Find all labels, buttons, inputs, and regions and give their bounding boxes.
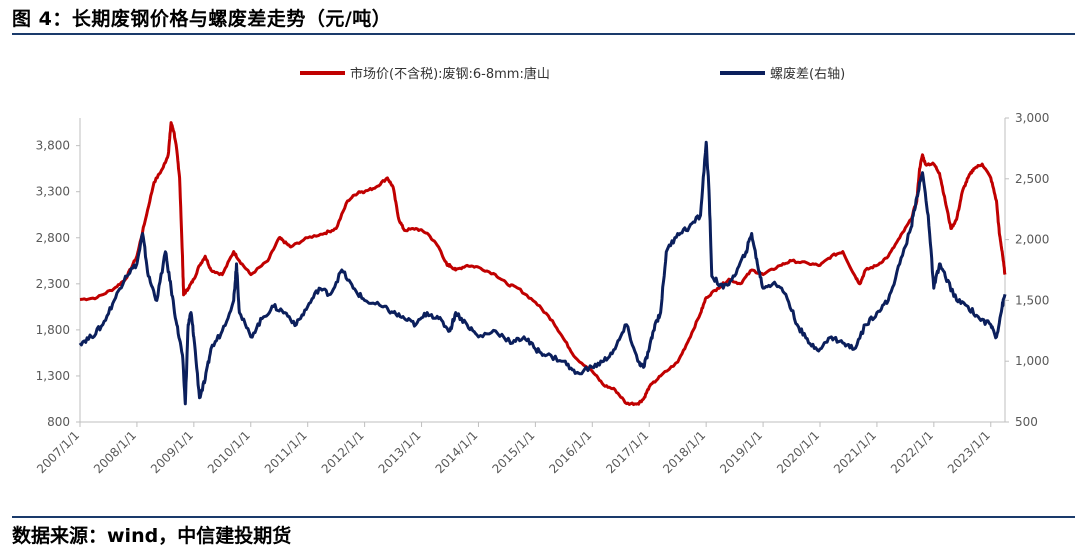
x-tick-label: 2021/1/1: [831, 428, 879, 476]
right-tick-label: 500: [1015, 415, 1038, 429]
right-tick-label: 1,000: [1015, 354, 1049, 368]
chart-title: 图 4：长期废钢价格与螺废差走势（元/吨）: [12, 8, 392, 30]
left-tick-label: 2,800: [36, 231, 70, 245]
x-tick-label: 2022/1/1: [888, 428, 936, 476]
left-tick-label: 2,300: [36, 277, 70, 291]
source-note: 数据来源：wind，中信建投期货: [12, 525, 292, 547]
x-tick-label: 2012/1/1: [319, 428, 367, 476]
legend-label-2: 螺废差(右轴): [770, 66, 845, 82]
right-tick-label: 2,000: [1015, 233, 1049, 247]
x-tick-label: 2023/1/1: [945, 428, 993, 476]
x-tick-label: 2010/1/1: [205, 428, 253, 476]
chart-area: 市场价(不含税):废钢:6-8mm:唐山 螺废差(右轴) 800 1,300 1,8…: [34, 66, 1049, 476]
x-tick-label: 2014/1/1: [433, 428, 481, 476]
right-tick-label: 3,000: [1015, 111, 1049, 125]
x-tick-label: 2016/1/1: [546, 428, 594, 476]
series-layer: [78, 121, 1007, 407]
x-tick-label: 2008/1/1: [91, 428, 139, 476]
left-tick-label: 1,300: [36, 369, 70, 383]
left-tick-label: 1,800: [36, 323, 70, 337]
left-tick-label: 3,800: [36, 139, 70, 153]
bottom-rule: [12, 516, 1075, 518]
x-tick-label: 2019/1/1: [717, 428, 765, 476]
series-line-spread: [78, 140, 1007, 406]
series-line-scrap-price: [79, 121, 1007, 407]
x-tick-label: 2011/1/1: [262, 428, 310, 476]
left-tick-label: 800: [47, 415, 70, 429]
top-rule: [12, 33, 1075, 35]
x-tick-label: 2017/1/1: [603, 428, 651, 476]
right-tick-label: 1,500: [1015, 293, 1049, 307]
legend-label-1: 市场价(不含税):废钢:6-8mm:唐山: [350, 66, 550, 82]
right-tick-label: 2,500: [1015, 172, 1049, 186]
x-tick-label: 2007/1/1: [34, 428, 82, 476]
legend: 市场价(不含税):废钢:6-8mm:唐山 螺废差(右轴): [300, 66, 845, 82]
x-tick-label: 2015/1/1: [489, 428, 537, 476]
left-tick-label: 3,300: [36, 185, 70, 199]
x-tick-label: 2018/1/1: [660, 428, 708, 476]
x-tick-label: 2009/1/1: [148, 428, 196, 476]
x-tick-label: 2020/1/1: [774, 428, 822, 476]
x-tick-label: 2013/1/1: [376, 428, 424, 476]
